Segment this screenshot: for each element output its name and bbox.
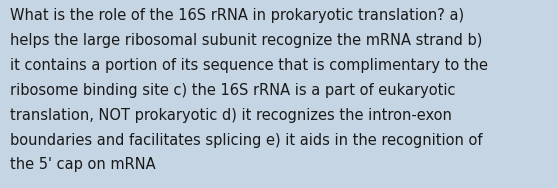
Text: ribosome binding site c) the 16S rRNA is a part of eukaryotic: ribosome binding site c) the 16S rRNA is… (10, 83, 455, 98)
Text: boundaries and facilitates splicing e) it aids in the recognition of: boundaries and facilitates splicing e) i… (10, 133, 483, 148)
Text: helps the large ribosomal subunit recognize the mRNA strand b): helps the large ribosomal subunit recogn… (10, 33, 483, 48)
Text: the 5' cap on mRNA: the 5' cap on mRNA (10, 157, 156, 172)
Text: What is the role of the 16S rRNA in prokaryotic translation? a): What is the role of the 16S rRNA in prok… (10, 8, 464, 24)
Text: it contains a portion of its sequence that is complimentary to the: it contains a portion of its sequence th… (10, 58, 488, 73)
Text: translation, NOT prokaryotic d) it recognizes the intron-exon: translation, NOT prokaryotic d) it recog… (10, 108, 452, 123)
